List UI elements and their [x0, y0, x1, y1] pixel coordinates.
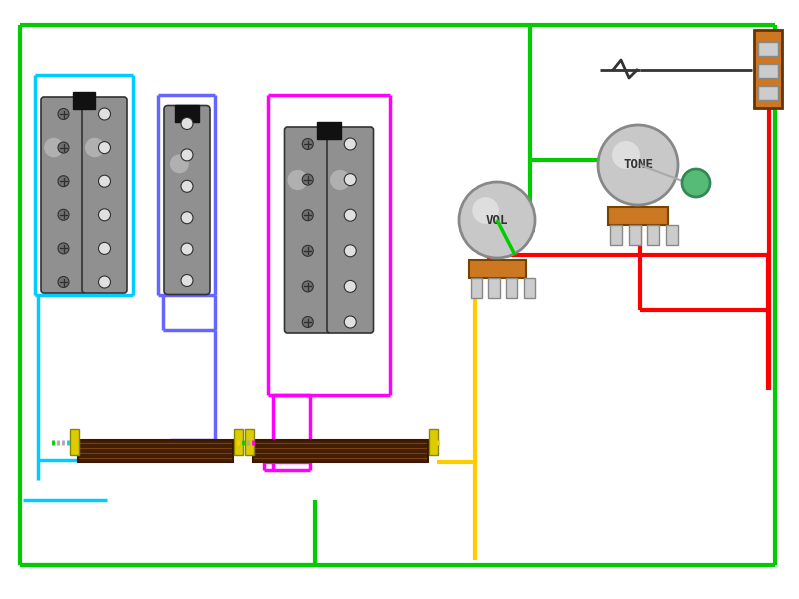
Bar	[758, 86, 778, 100]
Circle shape	[58, 142, 69, 153]
Bar	[245, 429, 254, 455]
Circle shape	[58, 209, 69, 220]
Bar	[758, 42, 778, 56]
Circle shape	[344, 316, 356, 328]
Bar	[70, 429, 79, 455]
Circle shape	[302, 316, 313, 328]
FancyBboxPatch shape	[284, 127, 331, 333]
Bar	[471, 278, 482, 298]
Circle shape	[472, 197, 499, 224]
Circle shape	[85, 138, 105, 158]
Circle shape	[344, 245, 356, 257]
Circle shape	[612, 141, 640, 169]
Circle shape	[181, 211, 193, 223]
Circle shape	[98, 209, 110, 221]
Circle shape	[288, 170, 308, 190]
Circle shape	[302, 246, 313, 256]
Circle shape	[170, 155, 189, 173]
FancyBboxPatch shape	[82, 97, 127, 293]
Circle shape	[302, 138, 313, 150]
Bar	[506, 278, 517, 298]
Bar	[647, 225, 659, 245]
Bar	[758, 64, 778, 78]
Circle shape	[181, 180, 193, 192]
Bar	[175, 104, 199, 122]
Circle shape	[98, 276, 110, 288]
Circle shape	[344, 280, 356, 292]
Circle shape	[98, 175, 110, 187]
Bar	[317, 122, 341, 139]
Circle shape	[58, 243, 69, 254]
Bar	[754, 30, 782, 108]
Bar	[488, 278, 499, 298]
FancyBboxPatch shape	[164, 105, 210, 295]
Bar	[608, 207, 668, 225]
Bar	[523, 278, 535, 298]
Circle shape	[682, 169, 710, 197]
Bar	[468, 260, 526, 278]
Text: VOL: VOL	[486, 213, 508, 226]
Bar	[429, 429, 438, 455]
Circle shape	[181, 243, 193, 255]
Bar	[234, 429, 243, 455]
Bar	[253, 440, 428, 462]
Circle shape	[459, 182, 535, 258]
Circle shape	[344, 209, 356, 221]
Bar	[73, 92, 95, 109]
Circle shape	[98, 243, 110, 255]
Bar	[666, 225, 678, 245]
Circle shape	[302, 210, 313, 220]
Circle shape	[330, 170, 350, 190]
Circle shape	[344, 138, 356, 150]
Circle shape	[598, 125, 678, 205]
Text: TONE: TONE	[623, 159, 653, 171]
Bar	[629, 225, 641, 245]
Circle shape	[181, 274, 193, 286]
FancyBboxPatch shape	[41, 97, 86, 293]
Circle shape	[58, 108, 69, 119]
Circle shape	[44, 138, 63, 158]
Bar	[610, 225, 622, 245]
Circle shape	[344, 174, 356, 186]
FancyBboxPatch shape	[327, 127, 373, 333]
Circle shape	[181, 117, 193, 129]
Circle shape	[58, 176, 69, 187]
Circle shape	[302, 174, 313, 185]
Circle shape	[98, 141, 110, 153]
Circle shape	[302, 281, 313, 292]
Circle shape	[181, 149, 193, 161]
Circle shape	[98, 108, 110, 120]
Bar	[78, 440, 233, 462]
Circle shape	[58, 277, 69, 288]
